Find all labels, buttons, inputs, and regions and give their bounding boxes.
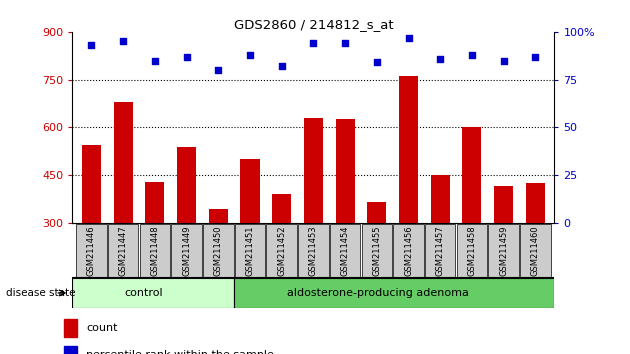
Bar (241, 159, 260, 223)
Bar (526, 183, 545, 223)
Point (340, 40, 350, 46)
FancyBboxPatch shape (203, 224, 234, 277)
Text: GSM211455: GSM211455 (372, 225, 381, 276)
Bar (336, 120, 355, 223)
FancyBboxPatch shape (235, 224, 265, 277)
FancyBboxPatch shape (457, 224, 487, 277)
Point (435, 56, 445, 62)
Point (118, 39, 129, 44)
FancyBboxPatch shape (171, 224, 202, 277)
Bar (462, 127, 481, 223)
Bar (64, 319, 77, 337)
FancyBboxPatch shape (425, 224, 455, 277)
FancyBboxPatch shape (72, 278, 234, 308)
Bar (494, 187, 513, 223)
Point (467, 52, 477, 58)
Text: GSM211446: GSM211446 (87, 225, 96, 276)
Text: GSM211459: GSM211459 (499, 225, 508, 276)
FancyBboxPatch shape (140, 224, 170, 277)
FancyBboxPatch shape (108, 224, 139, 277)
Bar (113, 102, 133, 223)
Point (150, 58, 160, 63)
Text: GSM211452: GSM211452 (277, 225, 286, 276)
Point (372, 59, 382, 65)
FancyBboxPatch shape (520, 224, 551, 277)
Text: GSM211447: GSM211447 (118, 225, 128, 276)
Text: GSM211451: GSM211451 (246, 225, 255, 276)
FancyBboxPatch shape (234, 278, 554, 308)
Text: GSM211454: GSM211454 (341, 225, 350, 276)
FancyBboxPatch shape (330, 224, 360, 277)
Title: GDS2860 / 214812_s_at: GDS2860 / 214812_s_at (234, 18, 393, 31)
Bar (272, 194, 291, 223)
Point (277, 63, 287, 69)
Point (498, 58, 508, 63)
FancyBboxPatch shape (488, 224, 519, 277)
Bar (146, 182, 164, 223)
Text: GSM211460: GSM211460 (531, 225, 540, 276)
Bar (177, 147, 196, 223)
Bar (367, 202, 386, 223)
Bar (82, 145, 101, 223)
FancyBboxPatch shape (76, 224, 106, 277)
Text: GSM211448: GSM211448 (151, 225, 159, 276)
Bar (399, 76, 418, 223)
Bar (304, 118, 323, 223)
Text: GSM211450: GSM211450 (214, 225, 223, 276)
Point (403, 35, 413, 40)
Bar (431, 175, 450, 223)
Text: percentile rank within the sample: percentile rank within the sample (86, 350, 274, 354)
Point (214, 67, 224, 73)
Text: GSM211458: GSM211458 (467, 225, 476, 276)
FancyBboxPatch shape (393, 224, 424, 277)
Text: GSM211453: GSM211453 (309, 225, 318, 276)
Text: GSM211456: GSM211456 (404, 225, 413, 276)
Text: count: count (86, 323, 118, 333)
Point (308, 40, 318, 46)
Point (245, 52, 255, 58)
Point (530, 54, 541, 59)
Text: control: control (125, 288, 163, 298)
Point (86, 42, 96, 48)
Point (181, 54, 192, 59)
FancyBboxPatch shape (298, 224, 329, 277)
Text: GSM211457: GSM211457 (436, 225, 445, 276)
Text: aldosterone-producing adenoma: aldosterone-producing adenoma (287, 288, 469, 298)
FancyBboxPatch shape (266, 224, 297, 277)
Text: GSM211449: GSM211449 (182, 225, 191, 276)
Text: disease state: disease state (6, 288, 76, 298)
Bar (64, 347, 77, 354)
FancyBboxPatch shape (362, 224, 392, 277)
Bar (209, 209, 228, 223)
